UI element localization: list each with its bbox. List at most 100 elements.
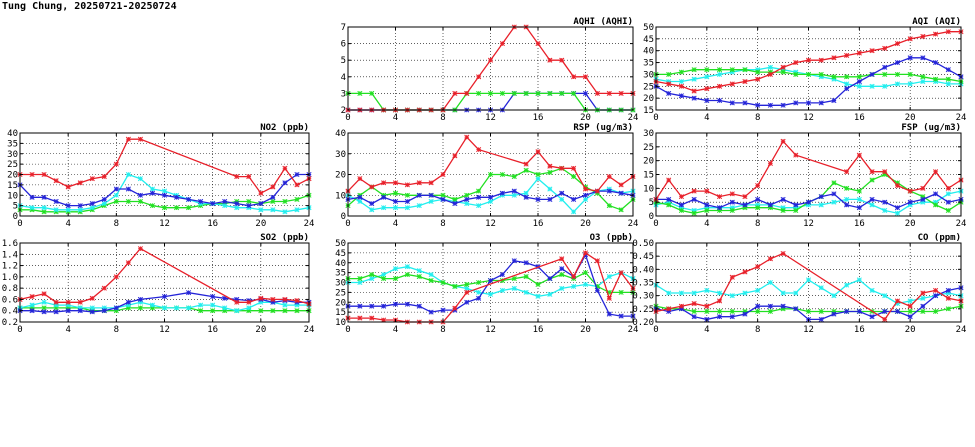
data-point-green (678, 69, 684, 75)
data-point-blue (559, 266, 565, 272)
data-point-red (945, 29, 951, 35)
data-point-red (282, 296, 288, 302)
data-point-cyan (464, 200, 470, 207)
data-point-blue (767, 202, 773, 208)
y-tick-label: 0.4 (2, 307, 18, 317)
data-point-cyan (793, 290, 799, 296)
data-point-red (618, 270, 624, 276)
data-point-green (666, 202, 672, 208)
data-point-green (381, 275, 387, 282)
data-point-blue (476, 295, 482, 301)
y-tick-label: 1.2 (2, 262, 18, 272)
data-point-cyan (869, 202, 875, 208)
data-point-red (29, 171, 35, 178)
data-point-blue (606, 188, 612, 194)
data-point-cyan (186, 305, 192, 311)
data-point-cyan (856, 83, 862, 89)
x-tick-label: 24 (628, 113, 639, 123)
data-point-cyan (149, 302, 156, 308)
data-point-blue (440, 196, 446, 202)
data-point-red (440, 171, 446, 178)
data-point-red (882, 169, 888, 175)
data-point-red (369, 184, 375, 190)
data-point-green (357, 275, 363, 282)
data-point-cyan (907, 81, 913, 87)
y-tick-label: 5 (341, 56, 346, 66)
data-point-cyan (844, 196, 850, 202)
x-tick-label: 24 (628, 325, 639, 335)
data-point-red (404, 182, 410, 188)
data-point-red (381, 180, 387, 186)
data-point-red (678, 83, 684, 89)
chart-title: AQI (AQI) (912, 17, 961, 27)
data-point-blue (856, 78, 862, 85)
data-point-cyan (234, 205, 240, 211)
data-point-green (369, 90, 375, 96)
data-point-blue (499, 272, 505, 278)
data-point-red (270, 184, 276, 190)
data-point-cyan (392, 266, 399, 272)
data-point-blue (907, 314, 913, 320)
data-point-green (844, 74, 850, 80)
data-point-cyan (559, 196, 565, 202)
y-tick-label: 0.45 (632, 252, 654, 262)
data-point-blue (547, 275, 553, 282)
data-point-blue (869, 71, 875, 77)
y-tick-label: 0.30 (632, 292, 654, 302)
x-tick-label: 0 (653, 219, 658, 229)
x-tick-label: 8 (755, 325, 760, 335)
data-point-red (666, 177, 672, 183)
data-point-red (894, 298, 901, 304)
data-point-cyan (404, 264, 410, 270)
y-tick-label: 30 (335, 279, 346, 289)
x-tick-label: 20 (905, 113, 916, 123)
data-point-green (945, 207, 951, 214)
data-point-green (729, 67, 735, 73)
y-tick-label: 10 (335, 191, 346, 201)
data-point-blue (535, 196, 541, 202)
data-point-green (920, 308, 926, 315)
data-point-cyan (691, 76, 697, 82)
data-point-green (547, 169, 553, 175)
data-point-red (571, 274, 577, 280)
data-point-blue (945, 199, 951, 205)
data-point-cyan (882, 83, 888, 89)
data-point-red (571, 165, 577, 171)
data-point-red (294, 298, 300, 304)
x-tick-label: 12 (803, 113, 814, 123)
data-point-cyan (173, 305, 180, 311)
data-point-blue (582, 90, 589, 96)
data-point-red (729, 81, 735, 87)
data-point-green (523, 274, 529, 280)
x-tick-label: 20 (580, 219, 591, 229)
data-point-green (559, 272, 565, 278)
data-point-cyan (41, 205, 47, 211)
x-tick-label: 20 (255, 219, 266, 229)
data-point-blue (392, 198, 399, 205)
data-point-red (464, 134, 470, 140)
y-tick-label: 35 (7, 139, 18, 149)
data-point-blue (755, 303, 761, 309)
data-point-cyan (844, 81, 850, 87)
data-point-blue (831, 191, 837, 197)
data-point-cyan (487, 198, 494, 205)
data-point-green (294, 308, 300, 314)
data-point-green (416, 274, 422, 280)
data-point-blue (894, 60, 901, 66)
data-point-green (755, 308, 761, 315)
data-point-blue (523, 260, 529, 266)
data-point-red (559, 57, 565, 63)
data-point-red (767, 160, 773, 166)
data-point-blue (357, 194, 363, 200)
x-tick-label: 8 (440, 219, 445, 229)
data-point-red (780, 250, 786, 257)
data-point-red (793, 60, 799, 66)
y-tick-label: 0.25 (632, 305, 654, 315)
data-point-blue (416, 303, 422, 309)
data-point-green (499, 90, 505, 96)
data-point-red (559, 256, 565, 262)
data-point-cyan (404, 205, 410, 211)
data-point-green (464, 281, 470, 288)
x-tick-label: 0 (345, 325, 350, 335)
data-point-cyan (210, 302, 216, 308)
